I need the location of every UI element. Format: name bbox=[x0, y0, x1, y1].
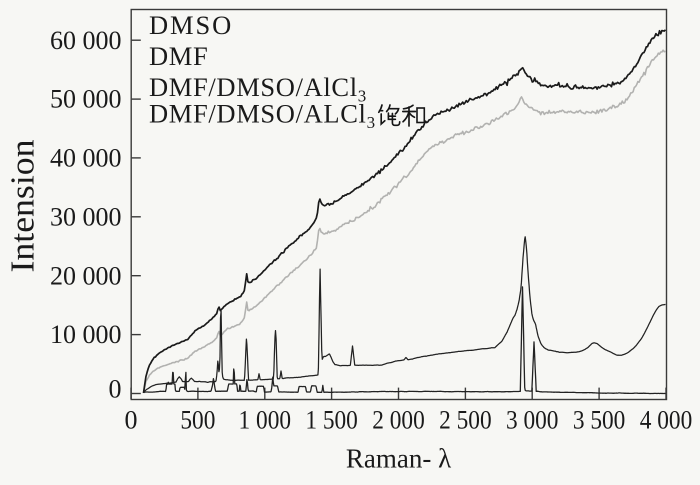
svg-text:3 500: 3 500 bbox=[573, 406, 626, 435]
svg-text:DMSO: DMSO bbox=[149, 10, 233, 40]
svg-text:0: 0 bbox=[109, 375, 122, 404]
svg-text:500: 500 bbox=[180, 406, 215, 435]
svg-text:40 000: 40 000 bbox=[50, 144, 122, 173]
svg-text:50 000: 50 000 bbox=[50, 85, 122, 114]
svg-text:10 000: 10 000 bbox=[50, 320, 122, 349]
svg-text:DMF: DMF bbox=[149, 41, 208, 71]
svg-text:20 000: 20 000 bbox=[50, 261, 122, 290]
svg-text:4 000: 4 000 bbox=[640, 406, 693, 435]
svg-text:0: 0 bbox=[125, 406, 138, 435]
svg-text:2 500: 2 500 bbox=[439, 406, 492, 435]
svg-text:Intension: Intension bbox=[5, 140, 42, 273]
svg-text:1 000: 1 000 bbox=[239, 406, 292, 435]
svg-text:2 000: 2 000 bbox=[372, 406, 425, 435]
svg-text:3 000: 3 000 bbox=[506, 406, 559, 435]
svg-text:DMF/DMSO/ALCl3: DMF/DMSO/ALCl3 bbox=[149, 98, 375, 132]
svg-text:60 000: 60 000 bbox=[50, 26, 122, 55]
svg-text:30 000: 30 000 bbox=[50, 202, 122, 231]
svg-text:1 500: 1 500 bbox=[305, 406, 358, 435]
svg-text:Raman- λ: Raman- λ bbox=[346, 444, 451, 474]
svg-text:DMF/DMSO/AlCl3: DMF/DMSO/AlCl3 bbox=[149, 72, 366, 106]
